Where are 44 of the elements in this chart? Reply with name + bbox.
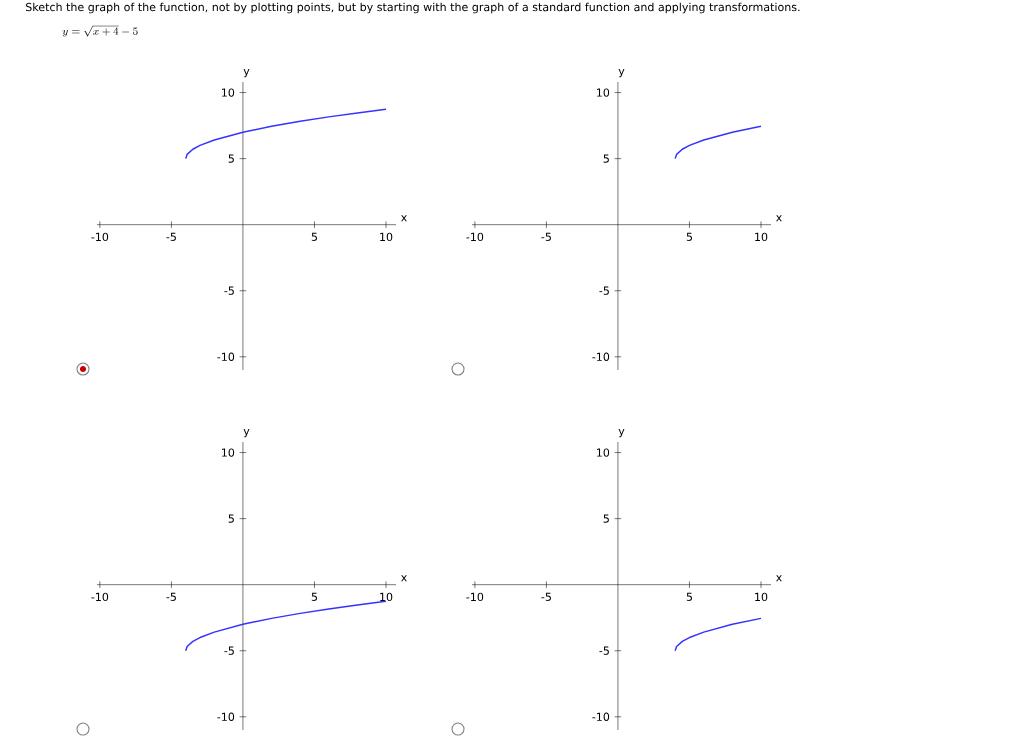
x-axis-title: x [401, 215, 407, 222]
y-tick-label: -5 [224, 286, 234, 295]
x-tick-label: -5 [166, 232, 176, 241]
y-tick-label: 5 [228, 154, 234, 163]
chart-title: Sketch the graph of the function, not by plotting points, but by starting with the graph of a standard function and applying transformations. [26, 2, 800, 14]
x-tick-label: -10 [91, 232, 109, 242]
x-axis-title: x [776, 575, 782, 582]
y-tick-label: -5 [599, 646, 609, 655]
x-tick-label: -10 [91, 592, 109, 602]
x-tick-label: -5 [166, 592, 176, 601]
y-tick-label: -10 [592, 712, 610, 721]
x-tick-label: 10 [380, 592, 393, 602]
y-tick-label: -10 [217, 352, 235, 361]
chart-subtitle: $y = \sqrt{x + 4} - 5$ [62, 25, 138, 37]
x-axis-title: x [401, 575, 407, 582]
y-tick-label: 5 [228, 514, 234, 523]
y-axis-title: y [243, 428, 250, 438]
y-tick-label: 5 [603, 514, 609, 523]
line-series [674, 125, 762, 160]
y-tick-label: 10 [597, 448, 610, 457]
y-axis-title: y [618, 428, 625, 438]
y-tick-label: -10 [217, 712, 235, 721]
y-axis-title: y [243, 68, 250, 78]
x-tick-label: -5 [541, 232, 551, 241]
line-series [674, 617, 762, 652]
y-tick-label: -5 [224, 646, 234, 655]
x-tick-label: 5 [311, 232, 317, 241]
x-tick-label: 10 [755, 232, 768, 242]
x-tick-label: 5 [686, 592, 693, 601]
x-tick-label: -5 [541, 592, 551, 601]
y-tick-label: 10 [222, 88, 235, 97]
x-tick-label: 5 [311, 592, 317, 601]
y-tick-label: 5 [603, 154, 609, 163]
x-tick-label: 5 [686, 232, 693, 241]
y-tick-label: 10 [222, 448, 235, 457]
y-tick-label: 10 [597, 88, 610, 97]
y-tick-label: -5 [599, 286, 609, 295]
y-axis-title: y [618, 68, 625, 78]
x-axis-title: x [776, 215, 782, 222]
y-tick-label: -10 [592, 352, 610, 361]
x-tick-label: -10 [466, 592, 484, 602]
x-tick-label: 10 [755, 592, 768, 602]
x-tick-label: 10 [380, 232, 393, 242]
x-tick-label: -10 [466, 232, 484, 242]
